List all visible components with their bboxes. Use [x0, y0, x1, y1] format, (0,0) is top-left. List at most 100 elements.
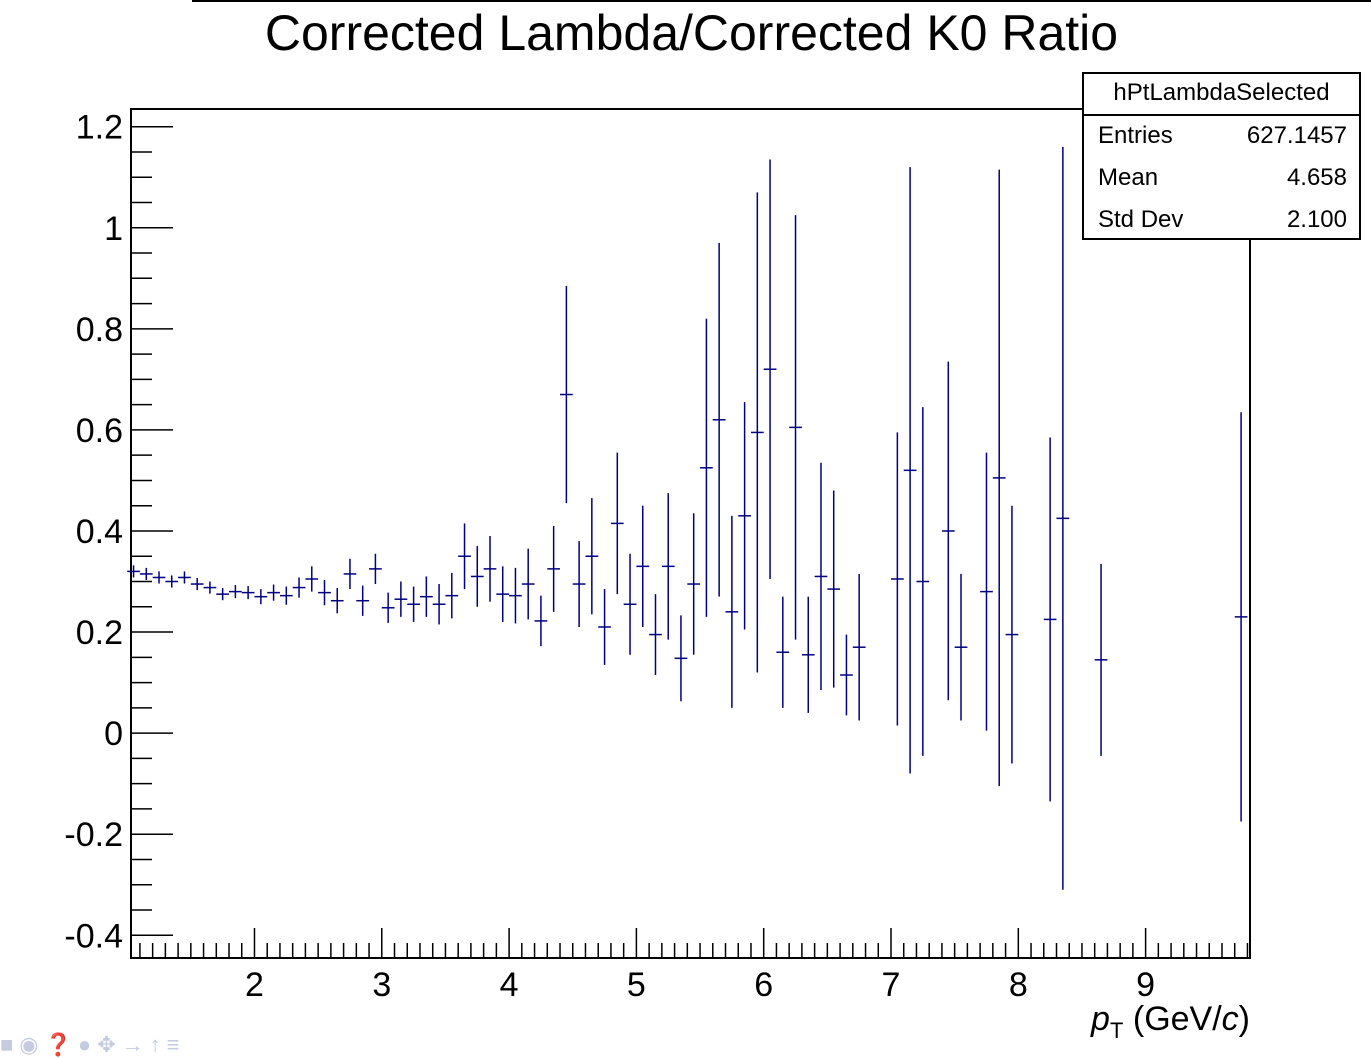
- data-point: [432, 584, 446, 625]
- x-tick-label: 5: [627, 966, 646, 1004]
- y-tick-label: 0.6: [76, 412, 123, 450]
- data-point: [700, 318, 713, 617]
- data-point: [1094, 563, 1108, 756]
- data-point: [572, 541, 586, 627]
- data-point: [139, 567, 153, 580]
- data-point: [738, 402, 751, 630]
- data-point: [1056, 146, 1070, 890]
- data-point: [470, 546, 484, 607]
- stats-value: 627.1457: [1246, 122, 1347, 149]
- data-point: [585, 498, 599, 615]
- x-axis-label: pT (GeV/c): [1090, 1000, 1250, 1043]
- stats-row-entries: Entries 627.1457: [1084, 116, 1359, 156]
- data-point: [623, 553, 637, 655]
- data-point: [891, 432, 904, 726]
- x-axis: 2 3 4 5 6 7 8 9: [139, 928, 1249, 1004]
- data-point: [750, 192, 764, 673]
- data-point: [1005, 505, 1019, 764]
- camera-icon[interactable]: ◉: [19, 1032, 39, 1057]
- top-frame-line: [192, 0, 1371, 2]
- stats-row-stddev: Std Dev 2.100: [1084, 200, 1359, 240]
- data-point: [165, 575, 179, 588]
- data-point: [496, 566, 510, 622]
- x-tick-label: 6: [754, 966, 773, 1004]
- data-point: [241, 586, 255, 600]
- data-point: [789, 215, 802, 640]
- data-point: [903, 167, 917, 774]
- data-point: [229, 585, 242, 599]
- stats-label: Mean: [1098, 164, 1159, 191]
- data-point: [992, 169, 1006, 787]
- stats-value: 2.100: [1286, 206, 1347, 233]
- menu-icon[interactable]: ≡: [166, 1032, 180, 1057]
- data-point: [687, 513, 701, 655]
- chart-title: Corrected Lambda/Corrected K0 Ratio: [264, 5, 1119, 61]
- y-tick-label: 1: [104, 210, 123, 248]
- data-point: [610, 452, 624, 595]
- data-point: [203, 581, 217, 594]
- data-point: [1043, 437, 1057, 802]
- data-point: [127, 565, 140, 578]
- y-tick-label: 0: [104, 715, 123, 753]
- data-point: [318, 579, 331, 606]
- data-point: [776, 596, 790, 708]
- arrow-right-icon[interactable]: →: [121, 1032, 144, 1057]
- data-point: [381, 592, 395, 623]
- stats-value: 4.658: [1286, 164, 1347, 191]
- data-point: [267, 584, 280, 601]
- y-tick-label: 0.8: [76, 311, 123, 349]
- data-point: [598, 589, 611, 665]
- move-icon[interactable]: ✥: [97, 1032, 116, 1057]
- y-tick-label: -0.4: [64, 917, 123, 955]
- data-point: [279, 586, 293, 605]
- data-point: [827, 490, 841, 688]
- data-point: [941, 361, 955, 701]
- y-tick-label: -0.2: [64, 816, 123, 854]
- data-point: [178, 571, 191, 584]
- data-point: [458, 523, 471, 590]
- data-point: [216, 588, 230, 601]
- data-point: [954, 573, 968, 721]
- help-icon[interactable]: ❓: [44, 1032, 72, 1057]
- stats-label: Entries: [1098, 122, 1173, 149]
- square-icon[interactable]: ■: [0, 1032, 14, 1057]
- data-point: [419, 576, 433, 617]
- data-point: [394, 581, 408, 617]
- data-point: [649, 594, 662, 675]
- x-tick-label: 2: [245, 966, 264, 1004]
- data-point: [521, 548, 535, 620]
- data-point: [343, 558, 357, 590]
- data-point: [763, 159, 777, 579]
- arrow-up-icon[interactable]: ↑: [149, 1032, 161, 1057]
- data-point: [254, 589, 268, 605]
- data-point: [636, 505, 650, 627]
- data-point: [674, 615, 688, 702]
- data-point: [801, 596, 815, 713]
- data-point: [407, 586, 420, 622]
- data-point: [547, 525, 561, 612]
- data-point: [661, 493, 675, 640]
- data-point: [483, 536, 497, 602]
- data-point: [330, 588, 344, 614]
- y-tick-label: 1.2: [76, 109, 123, 147]
- data-point: [916, 407, 930, 756]
- x-tick-label: 7: [882, 966, 901, 1004]
- x-tick-label: 8: [1009, 966, 1028, 1004]
- y-tick-label: 0.4: [76, 513, 123, 551]
- data-point: [152, 571, 166, 584]
- data-point: [369, 553, 382, 585]
- stats-box-title: hPtLambdaSelected: [1084, 74, 1359, 116]
- dot-icon[interactable]: ●: [77, 1032, 92, 1057]
- data-points: [127, 146, 1248, 890]
- plot-frame: [130, 108, 1251, 959]
- data-point: [534, 595, 548, 647]
- data-point: [356, 585, 370, 616]
- data-point: [852, 573, 866, 721]
- data-point: [814, 462, 828, 691]
- x-tick-label: 9: [1136, 966, 1155, 1004]
- data-point: [980, 452, 993, 731]
- data-point: [712, 242, 726, 597]
- data-point: [1234, 412, 1248, 822]
- data-point: [725, 515, 739, 708]
- data-point: [445, 572, 459, 619]
